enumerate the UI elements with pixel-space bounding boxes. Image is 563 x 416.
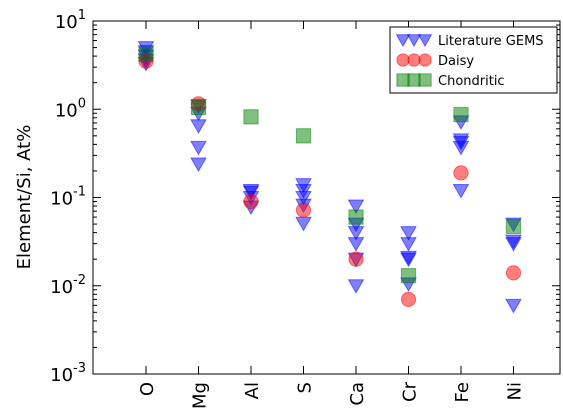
point-chondritic	[505, 218, 522, 235]
point-literature-gems	[400, 252, 417, 268]
legend-marker-literature-gems	[417, 34, 433, 48]
point-literature-gems	[505, 237, 522, 252]
point-daisy	[348, 251, 364, 267]
point-literature-gems	[452, 184, 470, 199]
point-chondritic	[348, 209, 364, 225]
legend-label-chondritic: Chondritic	[438, 74, 505, 89]
point-literature-gems	[347, 226, 365, 241]
point-literature-gems	[347, 237, 365, 252]
legend-marker-daisy	[407, 53, 421, 67]
point-daisy	[243, 193, 259, 210]
point-literature-gems	[347, 199, 365, 215]
point-chondritic	[138, 46, 154, 62]
point-literature-gems	[347, 279, 365, 294]
y-tick-base: 10	[50, 277, 73, 298]
point-literature-gems	[190, 119, 207, 134]
point-chondritic	[190, 99, 207, 116]
legend-marker-daisy	[418, 53, 432, 67]
point-literature-gems	[190, 140, 207, 156]
point-chondritic	[243, 109, 259, 125]
y-tick-base: 10	[50, 365, 73, 386]
y-tick-label: 101	[55, 8, 86, 33]
legend: Literature GEMS Daisy Chondritic	[389, 26, 558, 94]
y-tick-exponent: -1	[73, 185, 86, 200]
y-tick-base: 10	[50, 189, 73, 210]
legend-marker-chondritic	[418, 73, 432, 87]
x-axis-ticks: O Mg Al S Ca Cr Fe Ni	[137, 21, 526, 409]
legend-marker-literature-gems	[406, 34, 422, 48]
point-chondritic	[400, 268, 417, 284]
legend-marker-chondritic	[396, 73, 410, 87]
point-chondritic	[453, 106, 469, 123]
x-tick-label: Cr	[400, 381, 421, 402]
y-axis-label: Element/Si, At%	[14, 125, 35, 270]
legend-label-daisy: Daisy	[438, 54, 474, 69]
y-tick-exponent: 0	[78, 96, 86, 111]
y-tick-label: 10-2	[50, 273, 86, 298]
y-tick-label: 10-1	[50, 185, 86, 210]
x-tick-label: S	[295, 382, 316, 393]
point-chondritic	[295, 128, 312, 144]
y-tick-base: 10	[55, 100, 78, 121]
legend-marker-chondritic	[407, 73, 421, 87]
y-tick-exponent: -2	[73, 273, 86, 288]
point-literature-gems	[452, 140, 470, 156]
point-daisy	[505, 265, 522, 281]
point-daisy	[295, 202, 312, 218]
point-literature-gems	[400, 237, 417, 252]
x-tick-label: Ni	[505, 382, 526, 400]
y-tick-label: 10-3	[50, 361, 86, 386]
point-literature-gems	[295, 191, 312, 206]
legend-marker-daisy	[396, 53, 410, 67]
point-daisy	[400, 291, 417, 308]
legend-marker-literature-gems	[395, 34, 411, 48]
legend-label-literature-gems: Literature GEMS	[438, 34, 544, 49]
point-literature-gems	[505, 298, 522, 314]
y-tick-exponent: -3	[73, 361, 86, 376]
x-tick-label: O	[137, 382, 158, 396]
point-literature-gems	[190, 157, 207, 173]
point-daisy	[453, 165, 469, 181]
y-tick-base: 10	[55, 12, 78, 33]
x-tick-label: Fe	[452, 382, 473, 402]
x-tick-label: Al	[242, 382, 263, 399]
x-tick-label: Mg	[190, 382, 211, 409]
y-tick-label: 100	[55, 96, 86, 121]
y-tick-exponent: 1	[78, 8, 86, 23]
point-literature-gems	[295, 216, 312, 232]
x-tick-label: Ca	[347, 382, 368, 406]
point-literature-gems	[400, 226, 417, 241]
data-points	[137, 41, 522, 314]
